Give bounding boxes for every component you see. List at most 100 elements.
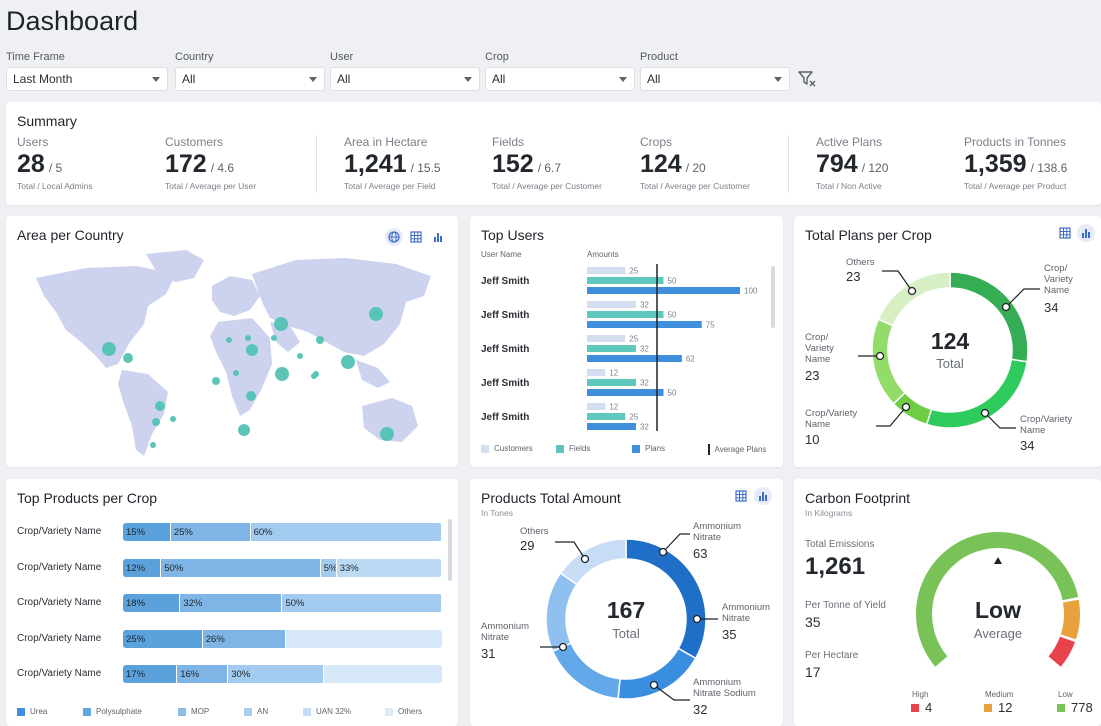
bar-segment[interactable]: 15%	[123, 523, 171, 541]
donut-slice[interactable]	[617, 647, 697, 700]
map-marker[interactable]	[238, 424, 250, 436]
clear-filter-icon[interactable]	[797, 69, 817, 89]
bar-customers[interactable]	[587, 335, 626, 342]
scrollbar[interactable]	[448, 519, 452, 581]
filter-select[interactable]: All	[640, 67, 790, 91]
legend-item[interactable]: MOP	[178, 707, 209, 716]
world-map[interactable]	[26, 246, 446, 461]
legend-item[interactable]: Fields	[556, 444, 590, 453]
bar-segment[interactable]: 18%	[123, 594, 181, 612]
table-icon[interactable]	[1056, 224, 1074, 242]
table-icon[interactable]	[732, 487, 750, 505]
map-marker[interactable]	[246, 391, 256, 401]
map-marker[interactable]	[341, 355, 355, 369]
bar-segment[interactable]: 25%	[170, 523, 251, 541]
map-marker[interactable]	[369, 307, 383, 321]
bar-segment[interactable]: 33%	[336, 559, 442, 577]
map-marker[interactable]	[380, 427, 394, 441]
map-marker[interactable]	[102, 342, 116, 356]
map-marker[interactable]	[316, 336, 324, 344]
map-marker[interactable]	[123, 353, 133, 363]
map-marker[interactable]	[226, 337, 232, 343]
bar-chart-icon[interactable]	[429, 228, 447, 246]
map-marker[interactable]	[170, 416, 176, 422]
bar-segment[interactable]: 50%	[282, 594, 442, 612]
bar-segment[interactable]: 26%	[202, 630, 286, 648]
products-donut-chart[interactable]	[470, 479, 783, 726]
bar-fields[interactable]	[587, 413, 626, 420]
legend-item[interactable]: Urea	[17, 707, 47, 716]
bar-customers[interactable]	[587, 301, 636, 308]
legend-item[interactable]: Customers	[481, 444, 533, 453]
legend-item[interactable]: Average Plans	[708, 444, 766, 455]
map-marker[interactable]	[274, 317, 288, 331]
bar-fields[interactable]	[587, 311, 664, 318]
bar-chart-icon[interactable]	[754, 487, 772, 505]
donut-slice[interactable]	[545, 572, 578, 653]
filter-select[interactable]: All	[330, 67, 480, 91]
bar-plans[interactable]	[587, 321, 702, 328]
gauge-segment[interactable]	[1048, 636, 1076, 667]
bar-plans[interactable]	[587, 423, 636, 430]
stacked-bar[interactable]: 17% 16% 30%	[123, 665, 442, 683]
legend-item[interactable]: UAN 32%	[303, 707, 351, 716]
legend-item[interactable]: Low 778	[1057, 690, 1093, 715]
donut-slice[interactable]	[559, 538, 627, 586]
legend-item[interactable]: Polysulphate	[83, 707, 142, 716]
bar-segment[interactable]: 16%	[177, 665, 229, 683]
bar-segment[interactable]: 5%	[320, 559, 337, 577]
map-marker[interactable]	[150, 442, 156, 448]
carbon-gauge[interactable]	[794, 479, 1101, 726]
legend-item[interactable]: Others	[385, 707, 422, 716]
bar-customers[interactable]	[587, 369, 606, 376]
bar-fields[interactable]	[587, 379, 636, 386]
bar-segment[interactable]: 17%	[123, 665, 178, 683]
map-marker[interactable]	[233, 370, 239, 376]
bar-fields[interactable]	[587, 277, 664, 284]
bar-plans[interactable]	[587, 287, 740, 294]
bar-segment[interactable]: 12%	[123, 559, 162, 577]
bar-plans[interactable]	[587, 389, 664, 396]
donut-slice[interactable]	[877, 271, 951, 327]
legend-item[interactable]: AN	[244, 707, 268, 716]
legend-item[interactable]: High 4	[911, 690, 932, 715]
bar-customers[interactable]	[587, 403, 606, 410]
map-marker[interactable]	[275, 367, 289, 381]
legend-item[interactable]: Medium 12	[984, 690, 1013, 715]
map-marker[interactable]	[246, 344, 258, 356]
stacked-bar[interactable]: 15% 25% 60%	[123, 523, 442, 541]
filter-select[interactable]: All	[485, 67, 635, 91]
map-marker[interactable]	[313, 371, 319, 377]
bar-segment[interactable]: 32%	[180, 594, 283, 612]
stacked-bar[interactable]: 18% 32% 50%	[123, 594, 442, 612]
bar-fields[interactable]	[587, 345, 636, 352]
donut-slice[interactable]	[871, 318, 907, 405]
bar-plans[interactable]	[587, 355, 682, 362]
bar-chart-icon[interactable]	[1077, 224, 1095, 242]
bar-customers[interactable]	[587, 267, 626, 274]
filter-select[interactable]: Last Month	[6, 67, 168, 91]
table-icon[interactable]	[407, 228, 425, 246]
bar-segment[interactable]: 25%	[123, 630, 203, 648]
plans-donut-chart[interactable]	[794, 216, 1101, 467]
map-marker[interactable]	[245, 335, 251, 341]
donut-slice[interactable]	[551, 642, 621, 700]
scrollbar[interactable]	[771, 266, 775, 328]
map-marker[interactable]	[152, 418, 160, 426]
globe-icon[interactable]	[385, 228, 403, 246]
bar-segment[interactable]: 50%	[161, 559, 321, 577]
gauge-segment[interactable]	[916, 532, 1079, 667]
map-marker[interactable]	[212, 377, 220, 385]
filter-label: User	[330, 51, 354, 63]
stacked-bar[interactable]: 25% 26%	[123, 630, 442, 648]
bar-segment[interactable]: 30%	[228, 665, 324, 683]
map-marker[interactable]	[155, 401, 165, 411]
filter-select[interactable]: All	[175, 67, 325, 91]
gauge-segment[interactable]	[1060, 599, 1080, 640]
map-marker[interactable]	[297, 353, 303, 359]
legend-item[interactable]: Plans	[632, 444, 665, 453]
stacked-bar[interactable]: 12% 50% 5% 33%	[123, 559, 442, 577]
map-marker[interactable]	[271, 335, 277, 341]
bar-segment[interactable]: 60%	[250, 523, 442, 541]
